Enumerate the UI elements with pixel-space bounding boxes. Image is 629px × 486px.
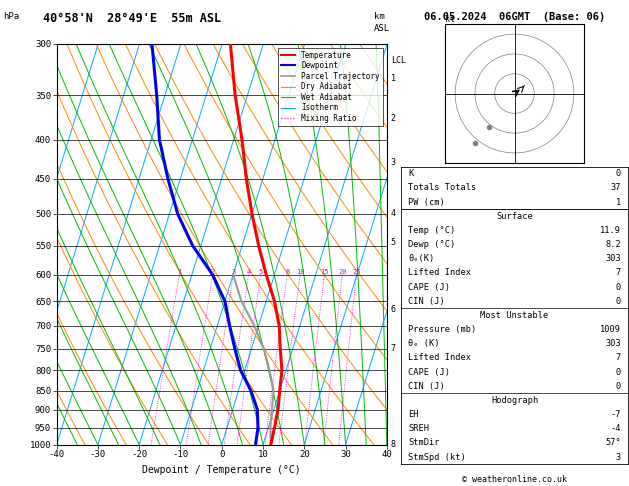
Text: Mixing Ratio (g/kg): Mixing Ratio (g/kg)	[415, 197, 425, 292]
Text: hPa: hPa	[3, 12, 19, 21]
Text: StmDir: StmDir	[408, 438, 440, 448]
Text: K: K	[408, 169, 413, 178]
Text: 2: 2	[391, 114, 396, 122]
Text: LCL: LCL	[391, 56, 406, 65]
Text: StmSpd (kt): StmSpd (kt)	[408, 452, 466, 462]
Text: Lifted Index: Lifted Index	[408, 268, 471, 278]
Text: Most Unstable: Most Unstable	[481, 311, 548, 320]
Text: 20: 20	[338, 269, 347, 275]
Text: 8.2: 8.2	[605, 240, 621, 249]
Text: 06.05.2024  06GMT  (Base: 06): 06.05.2024 06GMT (Base: 06)	[424, 12, 605, 22]
Text: 0: 0	[616, 169, 621, 178]
Text: 8: 8	[391, 440, 396, 449]
Text: Surface: Surface	[496, 212, 533, 221]
Text: 0: 0	[616, 382, 621, 391]
Text: CIN (J): CIN (J)	[408, 382, 445, 391]
Text: 303: 303	[605, 254, 621, 263]
Text: 1009: 1009	[600, 325, 621, 334]
Text: 5: 5	[391, 238, 396, 247]
Text: EH: EH	[408, 410, 418, 419]
Text: 6: 6	[391, 305, 396, 314]
Text: 3: 3	[231, 269, 235, 275]
Text: 15: 15	[320, 269, 329, 275]
Text: 2: 2	[211, 269, 215, 275]
Text: 7: 7	[616, 353, 621, 363]
Text: 4: 4	[391, 209, 396, 218]
Text: km: km	[374, 12, 385, 21]
Text: Pressure (mb): Pressure (mb)	[408, 325, 476, 334]
Text: Dewp (°C): Dewp (°C)	[408, 240, 455, 249]
Text: 25: 25	[352, 269, 360, 275]
Text: 57°: 57°	[605, 438, 621, 448]
Text: SREH: SREH	[408, 424, 429, 433]
Text: CIN (J): CIN (J)	[408, 297, 445, 306]
Text: 40°58'N  28°49'E  55m ASL: 40°58'N 28°49'E 55m ASL	[43, 12, 221, 25]
Text: 303: 303	[605, 339, 621, 348]
Text: kt: kt	[445, 15, 455, 23]
Text: -7: -7	[611, 410, 621, 419]
Text: Lifted Index: Lifted Index	[408, 353, 471, 363]
Text: CAPE (J): CAPE (J)	[408, 367, 450, 377]
Text: 3: 3	[616, 452, 621, 462]
Legend: Temperature, Dewpoint, Parcel Trajectory, Dry Adiabat, Wet Adiabat, Isotherm, Mi: Temperature, Dewpoint, Parcel Trajectory…	[279, 48, 383, 126]
Text: 10: 10	[296, 269, 304, 275]
Text: 3: 3	[391, 158, 396, 167]
Text: 7: 7	[616, 268, 621, 278]
Text: θₑ(K): θₑ(K)	[408, 254, 435, 263]
Text: 0: 0	[616, 297, 621, 306]
Text: 1: 1	[616, 198, 621, 207]
X-axis label: Dewpoint / Temperature (°C): Dewpoint / Temperature (°C)	[142, 465, 301, 475]
Text: 11.9: 11.9	[600, 226, 621, 235]
Text: © weatheronline.co.uk: © weatheronline.co.uk	[462, 474, 567, 484]
Text: PW (cm): PW (cm)	[408, 198, 445, 207]
Text: 7: 7	[391, 345, 396, 353]
Text: Totals Totals: Totals Totals	[408, 183, 476, 192]
Text: 37: 37	[611, 183, 621, 192]
Text: CAPE (J): CAPE (J)	[408, 282, 450, 292]
Text: -4: -4	[611, 424, 621, 433]
Text: 0: 0	[616, 367, 621, 377]
Text: Temp (°C): Temp (°C)	[408, 226, 455, 235]
Text: ASL: ASL	[374, 24, 391, 34]
Text: 8: 8	[285, 269, 289, 275]
Text: 1: 1	[391, 74, 396, 83]
Text: 0: 0	[616, 282, 621, 292]
Text: 4: 4	[247, 269, 251, 275]
Text: 5: 5	[259, 269, 263, 275]
Text: Hodograph: Hodograph	[491, 396, 538, 405]
Text: θₑ (K): θₑ (K)	[408, 339, 440, 348]
Text: 1: 1	[177, 269, 181, 275]
